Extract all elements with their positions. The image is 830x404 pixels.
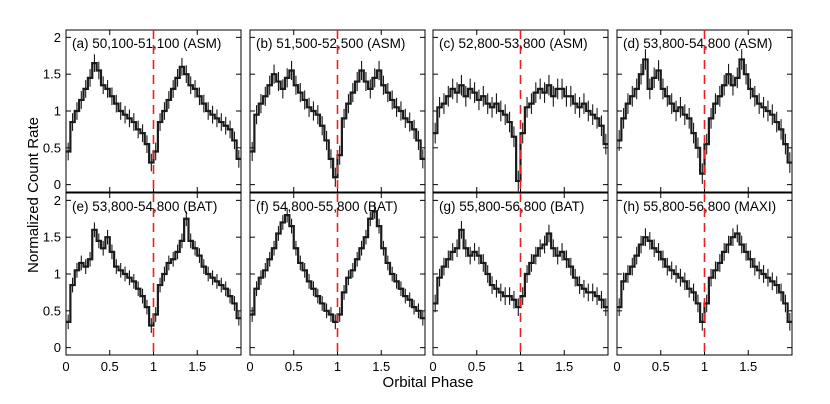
panel: (b) 51,500-52,500 (ASM) [249, 29, 426, 193]
x-tick-label: 0.5 [652, 359, 670, 374]
y-tick-label: 1 [54, 267, 61, 282]
panel: 0 0.5 1 1.5 (g) 55,800-56,800 (BAT) [429, 192, 609, 374]
panel-grid: 0 0.5 1 1.5 2 (a) 50,100-51,100 (ASM) (b) 51,5… [43, 29, 793, 374]
x-tick-label: 1 [334, 359, 341, 374]
y-tick-label: 0.5 [43, 303, 61, 318]
panel: (c) 52,800-53,800 (ASM) [432, 29, 609, 193]
panel: (d) 53,800-54,800 (ASM) [616, 29, 793, 193]
x-tick-label: 1 [150, 359, 157, 374]
x-tick-label: 1 [701, 359, 708, 374]
x-tick-label: 0 [246, 359, 253, 374]
panel-title: (f) 54,800-55,800 (BAT) [256, 199, 398, 214]
x-tick-label: 0 [62, 359, 69, 374]
panel-title: (e) 53,800-54,800 (BAT) [72, 199, 217, 214]
y-tick-label: 2 [54, 30, 61, 45]
x-tick-label: 0.5 [101, 359, 119, 374]
x-tick-label: 1.5 [188, 359, 206, 374]
x-tick-label: 1.5 [372, 359, 390, 374]
panel: 0 0.5 1 1.5 2 (a) 50,100-51,100 (ASM) [43, 29, 242, 193]
x-axis-title: Orbital Phase [383, 374, 474, 391]
y-tick-label: 0.5 [43, 140, 61, 155]
y-tick-label: 0 [54, 340, 61, 355]
panel: 0 0.5 1 1.5 0 0.5 1 1.5 2 (e) 53,800-54,800 (BAT) [43, 192, 242, 374]
panel-title: (h) 55,800-56,800 (MAXI) [623, 199, 776, 214]
panel: 0 0.5 1 1.5 (f) 54,800-55,800 (BAT) [246, 192, 426, 374]
panel-title: (c) 52,800-53,800 (ASM) [439, 36, 588, 51]
panel: 0 0.5 1 1.5 (h) 55,800-56,800 (MAXI) [613, 192, 793, 374]
x-tick-label: 0.5 [285, 359, 303, 374]
panel-title: (a) 50,100-51,100 (ASM) [72, 36, 221, 51]
panel-title: (d) 53,800-54,800 (ASM) [623, 36, 772, 51]
y-axis-title: Normalized Count Rate [25, 117, 42, 273]
light-curve [617, 232, 792, 323]
panel-title: (b) 51,500-52,500 (ASM) [256, 36, 405, 51]
y-tick-label: 1.5 [43, 230, 61, 245]
x-tick-label: 1.5 [739, 359, 757, 374]
y-tick-label: 1 [54, 104, 61, 119]
x-tick-label: 1.5 [555, 359, 573, 374]
x-tick-label: 1 [517, 359, 524, 374]
y-tick-label: 0 [54, 177, 61, 192]
y-tick-label: 1.5 [43, 67, 61, 82]
x-tick-label: 0 [429, 359, 436, 374]
x-tick-label: 0.5 [468, 359, 486, 374]
y-tick-label: 2 [54, 193, 61, 208]
x-tick-label: 0 [613, 359, 620, 374]
panel-title: (g) 55,800-56,800 (BAT) [439, 199, 584, 214]
light-curve [433, 84, 608, 183]
